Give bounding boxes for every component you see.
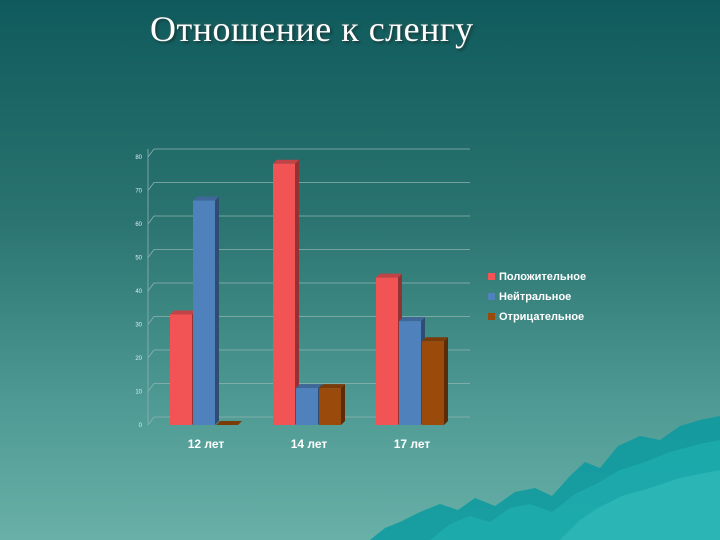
legend-label: Отрицательное [499,311,584,323]
slide-title: Отношение к сленгу [150,9,474,49]
y-tick-label: 40 [135,289,142,295]
y-tick-label: 30 [135,323,142,329]
legend-label: Положительное [499,271,586,283]
grid-line-diagonal [147,416,155,426]
bar-front [376,277,398,425]
x-category-label: 17 лет [394,437,431,451]
grid-line-diagonal [147,182,155,191]
grid-line-diagonal [147,282,155,292]
grid-line-diagonal [147,249,155,258]
x-axis-categories: 12 лет 14 лет 17 лет [188,437,431,451]
bar [170,310,196,425]
bar-side [215,196,219,425]
grid-line-diagonal [147,316,155,325]
legend-swatch [488,313,495,320]
y-tick-label: 20 [135,356,142,362]
bar-top [376,273,402,278]
bar-side [341,384,345,425]
bar-top [422,337,448,342]
bar [273,159,299,425]
wave-shape-light [560,470,720,540]
y-tick-label: 10 [135,390,142,396]
bar [296,384,322,425]
bar [216,421,242,425]
wave-shape-highlight [430,440,720,540]
bar-group [273,159,345,425]
grid-line-diagonal [147,215,155,225]
bar-top [273,159,299,164]
legend-item: Нейтральное [488,291,571,303]
bar-top [216,421,242,425]
legend-item: Отрицательное [488,311,584,323]
bar-front [399,321,421,425]
bar [193,196,219,425]
bar-side [444,337,448,425]
legend-item: Положительное [488,271,586,283]
bars [170,159,448,425]
legend-swatch [488,273,495,280]
bar [399,317,425,425]
y-tick-label: 60 [135,222,142,228]
bar-front [296,388,318,425]
y-tick-label: 70 [135,189,142,195]
bar-top [193,196,219,201]
bar-front [273,163,295,425]
bar-group [376,273,448,425]
y-tick-label: 50 [135,256,142,262]
bar [422,337,448,425]
y-axis-ticks: 0 10 20 30 40 50 60 70 80 [135,155,142,429]
bar [319,384,345,425]
legend-label: Нейтральное [499,291,571,303]
legend-swatch [488,293,495,300]
legend: Положительное Нейтральное Отрицательное [488,271,586,323]
bar-top [296,384,322,389]
grid-line-diagonal [147,148,155,158]
bar-front [170,314,192,425]
bar-side [295,159,299,425]
bar-top [170,310,196,315]
x-category-label: 14 лет [291,437,328,451]
bar-front [422,341,444,425]
y-tick-label: 0 [139,423,143,429]
bar-top [399,317,425,322]
x-category-label: 12 лет [188,437,225,451]
bar-group [170,196,242,425]
bar-front [319,388,341,425]
bar [376,273,402,425]
grid-line-diagonal [147,383,155,392]
bar-front [193,200,215,425]
grid-line-diagonal [147,349,155,359]
bar-top [319,384,345,389]
y-tick-label: 80 [135,155,142,161]
